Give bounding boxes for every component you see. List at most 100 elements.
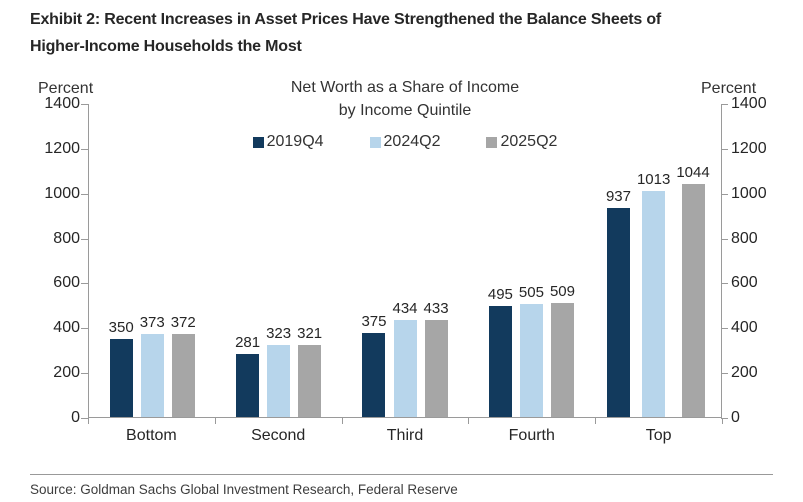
y-tick-label-left: 200 xyxy=(53,364,80,382)
legend-label: 2024Q2 xyxy=(383,133,441,150)
bar-value-label: 373 xyxy=(139,314,165,331)
bar-value-label: 1013 xyxy=(636,171,671,188)
exhibit-title: Exhibit 2: Recent Increases in Asset Pri… xyxy=(30,6,790,60)
bars: 495 505 509 xyxy=(488,104,575,417)
chart-title-line2: by Income Quintile xyxy=(338,102,472,119)
y-axis-unit-right: Percent xyxy=(701,80,757,97)
bar-value-label: 375 xyxy=(361,313,387,330)
bar-2025Q2 xyxy=(550,303,574,417)
y-tick-mark-right xyxy=(721,328,728,330)
bar-groups: 350 373 372 281 323 321 375 434 433 495 505 509 937 1… xyxy=(89,104,721,417)
bar-2025Q2 xyxy=(171,334,195,417)
bar-2019Q4 xyxy=(236,354,260,417)
bar-value-label: 372 xyxy=(170,314,196,331)
x-tick-mark xyxy=(215,418,216,424)
bar-column: 1013 xyxy=(637,104,670,417)
bar-2024Q2 xyxy=(267,345,291,417)
legend-swatch-2025Q2 xyxy=(486,136,498,148)
x-tick-mark xyxy=(722,418,723,424)
y-tick-label-left: 800 xyxy=(53,229,80,247)
bar-value-label: 323 xyxy=(266,325,292,342)
category-label: Second xyxy=(251,427,306,444)
y-tick-label-right: 800 xyxy=(731,229,758,247)
y-tick-label-right: 1000 xyxy=(731,184,767,202)
source-text: Source: Goldman Sachs Global Investment … xyxy=(30,482,458,497)
exhibit-title-line2: Higher-Income Households the Most xyxy=(30,38,302,55)
y-tick-mark-right xyxy=(721,418,728,419)
x-tick-mark xyxy=(595,418,596,424)
bar-value-label: 495 xyxy=(487,286,513,303)
category-label: Top xyxy=(645,427,672,444)
y-tick-label-right: 1200 xyxy=(731,139,767,157)
legend-swatch-2024Q2 xyxy=(369,136,381,148)
bars: 281 323 321 xyxy=(235,104,322,417)
category-label: Bottom xyxy=(126,427,177,444)
bar-group-fourth: 495 505 509 xyxy=(468,104,594,417)
bar-value-label: 509 xyxy=(549,283,575,300)
bar-column: 281 xyxy=(235,104,260,417)
bar-2019Q4 xyxy=(488,306,512,417)
y-tick-mark-right xyxy=(721,104,728,105)
y-tick-label-left: 1200 xyxy=(44,139,80,157)
bar-2019Q4 xyxy=(606,208,630,417)
legend-label: 2019Q4 xyxy=(266,133,324,150)
y-tick-mark-left xyxy=(81,104,88,105)
bar-group-second: 281 323 321 xyxy=(215,104,341,417)
y-tick-label-left: 600 xyxy=(53,274,80,292)
y-tick-label-left: 0 xyxy=(71,409,80,426)
footer-divider xyxy=(30,474,773,475)
y-tick-label-right: 0 xyxy=(731,409,740,426)
y-tick-mark-right xyxy=(721,193,728,195)
y-axis-unit-left: Percent xyxy=(38,80,94,97)
y-tick-label-right: 600 xyxy=(731,274,758,292)
y-tick-label-left: 1400 xyxy=(44,95,80,112)
bar-2025Q2 xyxy=(298,345,322,417)
chart-title-line1: Net Worth as a Share of Income xyxy=(290,79,520,96)
bar-column: 509 xyxy=(550,104,575,417)
bar-value-label: 281 xyxy=(235,334,261,351)
bar-value-label: 433 xyxy=(423,300,449,317)
bars: 350 373 372 xyxy=(109,104,196,417)
bar-2019Q4 xyxy=(362,333,386,417)
bar-column: 505 xyxy=(519,104,544,417)
exhibit-title-line1: Exhibit 2: Recent Increases in Asset Pri… xyxy=(30,11,662,28)
bar-group-third: 375 434 433 xyxy=(342,104,468,417)
bar-column: 375 xyxy=(361,104,387,417)
bar-column: 350 xyxy=(109,104,134,417)
bar-value-label: 505 xyxy=(518,284,544,301)
bar-2024Q2 xyxy=(519,304,543,417)
bar-column: 434 xyxy=(393,104,418,417)
y-tick-label-right: 1400 xyxy=(731,95,767,112)
bar-value-label: 350 xyxy=(108,319,134,336)
bar-column: 373 xyxy=(140,104,165,417)
x-tick-mark xyxy=(468,418,469,424)
legend: 2019Q4 2024Q2 2025Q2 xyxy=(88,133,722,151)
y-tick-mark-left xyxy=(81,193,88,195)
y-tick-label-right: 400 xyxy=(731,319,758,337)
legend-item: 2019Q4 xyxy=(252,133,324,151)
bar-column: 372 xyxy=(171,104,196,417)
y-tick-label-right: 200 xyxy=(731,364,758,382)
bar-column: 433 xyxy=(424,104,449,417)
y-tick-label-left: 400 xyxy=(53,319,80,337)
chart-title: Net Worth as a Share of Income by Income… xyxy=(88,76,722,122)
x-tick-mark xyxy=(342,418,343,424)
bar-2024Q2 xyxy=(642,191,666,417)
y-tick-mark-left xyxy=(81,373,88,375)
y-tick-mark-left xyxy=(81,238,88,240)
y-tick-mark-right xyxy=(721,373,728,375)
bar-column: 937 xyxy=(606,104,631,417)
bar-2024Q2 xyxy=(393,320,417,417)
bar-column: 1044 xyxy=(676,104,710,417)
bar-column: 495 xyxy=(488,104,513,417)
bar-group-bottom: 350 373 372 xyxy=(89,104,215,417)
bar-value-label: 321 xyxy=(297,325,323,342)
y-tick-mark-left xyxy=(81,148,88,150)
bar-2019Q4 xyxy=(109,339,133,417)
bar-value-label: 937 xyxy=(605,188,631,205)
bar-column: 323 xyxy=(266,104,291,417)
legend-swatch-2019Q4 xyxy=(252,136,264,148)
legend-label: 2025Q2 xyxy=(500,133,558,150)
bars: 937 1013 1044 xyxy=(606,104,710,417)
